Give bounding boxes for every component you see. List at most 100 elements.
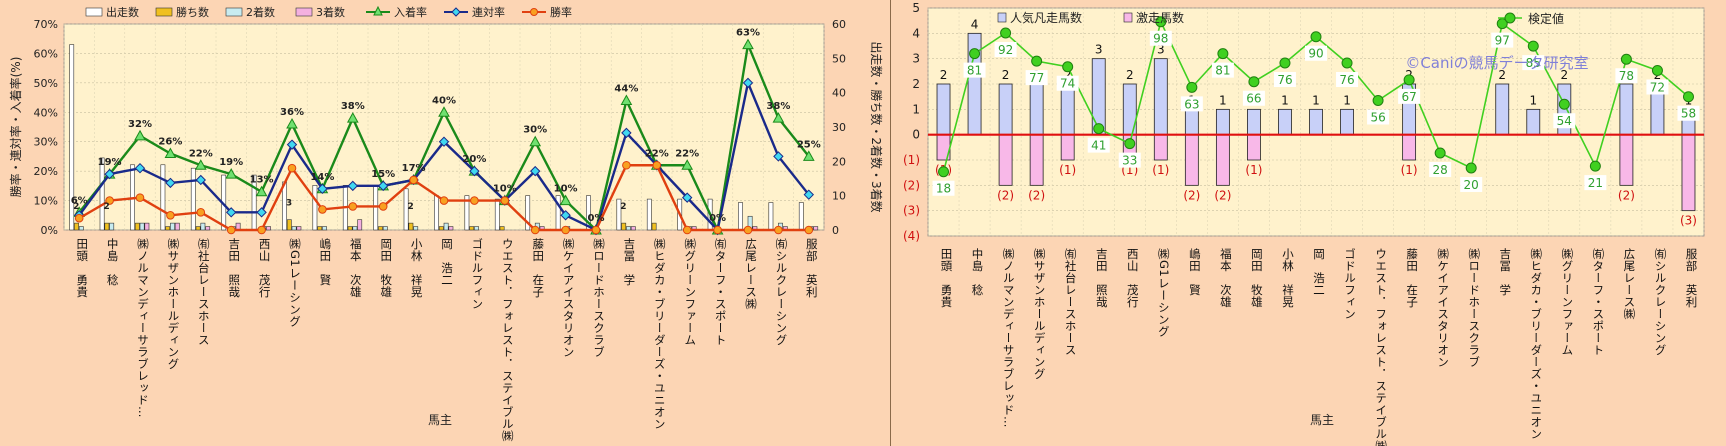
kentei-value-label: 54 [1557, 114, 1572, 128]
value-label-bg [1118, 152, 1141, 168]
bar-3着数 [813, 226, 819, 231]
rate-label: 30% [523, 125, 547, 136]
marker-検定値 [1589, 160, 1601, 172]
marker-検定値 [1434, 147, 1446, 159]
marker-検定値 [1217, 48, 1229, 60]
marker-入着率 [134, 129, 146, 141]
win-count-label: 2 [407, 202, 413, 212]
bar-出走数 [494, 198, 500, 231]
x-category-label: ㈱ロードホースクラブ [1467, 248, 1481, 368]
legend-label: 3着数 [316, 5, 345, 19]
y-tick-label: 10% [34, 195, 58, 208]
y-tick-label: 70% [34, 18, 58, 31]
marker-勝率 [561, 225, 570, 235]
kentei-value-label: 41 [1091, 139, 1106, 153]
value-label-bg [1460, 176, 1483, 192]
value-label-bg [1398, 88, 1421, 104]
x-category-label: 広尾レース㈱ [744, 238, 758, 310]
value-label-bg [1491, 32, 1514, 48]
bar-3着数 [266, 226, 271, 231]
negative-count-label: (2) [1618, 188, 1635, 202]
value-label-bg [1180, 96, 1203, 112]
bar-勝ち数 [621, 222, 627, 231]
legend-label: 連対率 [472, 5, 505, 19]
bar-longshot-runs [1619, 134, 1634, 186]
marker-検定値 [1465, 162, 1477, 174]
bar-longshot-runs [1184, 134, 1199, 186]
kentei-value-label: 56 [1370, 110, 1385, 124]
x-category-label: 中島 稔 [106, 238, 120, 286]
negative-count-label: (1) [1059, 163, 1076, 177]
y2-axis-title: 出走数・勝ち数・2着数・3着数 [869, 41, 884, 212]
kentei-value-label: 74 [1060, 77, 1075, 91]
negative-count-label: (1) [1245, 163, 1262, 177]
y-axis-title: 勝率・連対率・入着率(%) [8, 57, 23, 198]
marker-検定値 [1093, 123, 1105, 135]
y-tick-label: 40% [34, 106, 58, 119]
kentei-value-label: 76 [1339, 73, 1354, 87]
rate-label: 38% [766, 101, 790, 112]
positive-count-label: 2 [940, 68, 948, 82]
bar-popular-underperform [1526, 108, 1541, 136]
y-tick-label: 50% [34, 77, 58, 90]
negative-count-label: (2) [997, 188, 1014, 202]
negative-count-label: (2) [1028, 188, 1045, 202]
rate-label: 22% [189, 148, 213, 159]
marker-勝率 [470, 196, 479, 205]
kentei-value-label: 81 [1215, 64, 1230, 78]
rate-label: 32% [128, 119, 152, 130]
marker-検定値 [1000, 27, 1012, 39]
kentei-value-label: 85 [1526, 56, 1541, 70]
x-category-label: 吉田 照哉 [1095, 248, 1109, 308]
kentei-value-label: 92 [998, 43, 1013, 57]
bar-勝ち数 [408, 222, 414, 231]
plot-area [63, 23, 825, 231]
x-category-label: 藤田 在子 [531, 238, 545, 298]
kentei-value-label: 18 [936, 182, 951, 196]
bar-出走数 [69, 44, 75, 231]
positive-count-label: 2 [1560, 68, 1568, 82]
bar-勝ち数 [317, 226, 323, 231]
legend-marker [373, 5, 383, 16]
y-tick-label: (3) [903, 204, 920, 218]
positive-count-label: 1 [1219, 93, 1227, 107]
marker-勝率 [713, 225, 722, 235]
bar-2着数 [626, 226, 631, 231]
marker-連対率 [529, 165, 541, 177]
legend-marker [530, 8, 538, 16]
marker-連対率 [469, 165, 480, 177]
bar-勝ち数 [347, 226, 353, 231]
bar-勝ち数 [74, 222, 79, 231]
bar-勝ち数 [438, 226, 444, 231]
x-category-label: 嶋田 賢 [1188, 247, 1202, 296]
value-label-bg [1056, 75, 1079, 91]
x-category-label: ㈱ヒダカ・ブリーダーズ・ユニオン [1529, 248, 1543, 440]
marker-勝率 [622, 160, 631, 170]
marker-連対率 [195, 174, 207, 186]
positive-count-label: 3 [1157, 43, 1165, 57]
x-category-label: ㈱グリーンファーム [1560, 248, 1574, 356]
y-tick-label: 20% [34, 165, 58, 178]
bar-2着数 [382, 226, 388, 231]
x-category-label: 吉冨 学 [622, 238, 636, 286]
bar-出走数 [525, 195, 531, 231]
positive-count-label: 2 [1126, 68, 1134, 82]
rate-label: 63% [736, 28, 760, 39]
marker-連対率 [347, 180, 359, 192]
legend-label: 入着率 [394, 5, 427, 19]
marker-連対率 [803, 189, 815, 200]
bar-2着数 [109, 222, 115, 231]
marker-検定値 [938, 166, 950, 178]
bar-popular-underperform [1309, 108, 1323, 136]
bar-longshot-runs [1681, 134, 1696, 212]
rate-label: 22% [675, 148, 699, 159]
value-label-bg [1553, 113, 1576, 129]
marker-検定値 [1248, 76, 1260, 88]
marker-連対率 [560, 210, 571, 221]
value-label-bg [1677, 105, 1700, 121]
marker-検定値 [969, 48, 981, 60]
marker-入着率 [772, 112, 785, 123]
legend-swatch [155, 7, 173, 17]
bar-勝ち数 [378, 226, 383, 231]
